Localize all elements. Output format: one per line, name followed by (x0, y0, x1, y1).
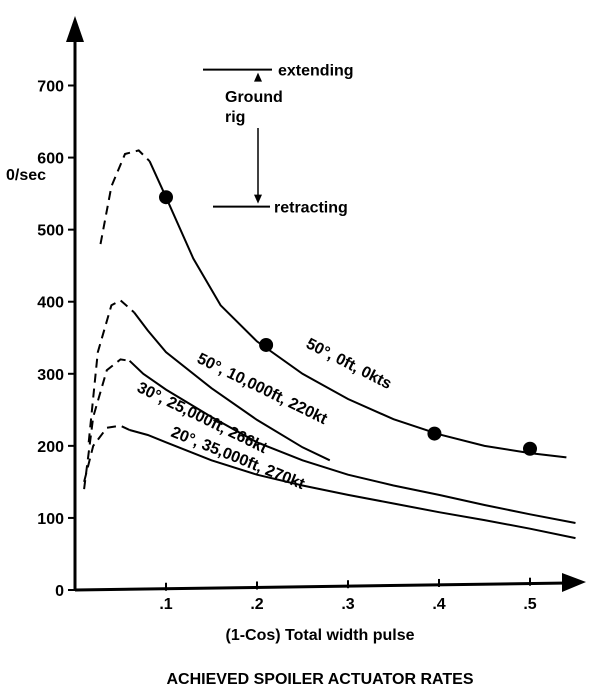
data-point (523, 441, 537, 456)
y-tick-label: 700 (37, 79, 64, 96)
series-3-dashed (83, 358, 130, 490)
x-ticks: .1 .2 .3 .4 .5 (159, 577, 537, 613)
series-4-dashed (83, 424, 131, 483)
series-1-dashed (99, 149, 151, 245)
axes (66, 16, 586, 592)
y-tick-label: 200 (37, 439, 64, 456)
chart-title: ACHIEVED SPOILER ACTUATOR RATES (167, 671, 474, 688)
x-axis (74, 581, 569, 592)
x-axis-label: (1-Cos) Total width pulse (225, 627, 414, 644)
data-points (159, 190, 537, 456)
ground-label: Ground (225, 89, 283, 106)
data-point (159, 190, 173, 205)
series-1-line (148, 160, 567, 459)
x-tick-label: .1 (159, 596, 172, 613)
y-axis-arrow (66, 16, 84, 42)
series-label-1: 50°, 0ft, 0kts (303, 335, 394, 393)
x-tick-label: .4 (432, 596, 445, 613)
data-point (427, 426, 442, 441)
rig-arrowhead-down (254, 194, 262, 204)
y-tick-label: 500 (37, 223, 64, 240)
ground-rig-annotation: extending retracting Ground rig (203, 63, 354, 217)
series-3-line (128, 360, 576, 524)
y-ticks: 0 100 200 300 400 500 600 700 (37, 79, 75, 600)
series-4-line (129, 429, 576, 540)
y-axis-label: 0/sec (6, 167, 46, 184)
y-tick-label: 0 (55, 583, 64, 600)
x-tick-label: .3 (341, 596, 354, 613)
y-tick-label: 400 (37, 295, 64, 312)
rig-label: rig (225, 109, 245, 126)
series-2-dashed (87, 299, 135, 443)
y-tick-label: 600 (37, 151, 64, 168)
series-2-line (133, 311, 331, 462)
x-tick-label: .5 (523, 596, 536, 613)
curves (83, 149, 576, 540)
y-tick-label: 100 (37, 511, 64, 528)
x-axis-arrow (562, 573, 586, 592)
y-tick-label: 300 (37, 367, 64, 384)
x-tick-label: .2 (250, 596, 263, 613)
retracting-label: retracting (274, 200, 348, 217)
data-point (259, 337, 274, 352)
rig-arrowhead-up (254, 72, 262, 82)
extending-label: extending (278, 63, 354, 80)
